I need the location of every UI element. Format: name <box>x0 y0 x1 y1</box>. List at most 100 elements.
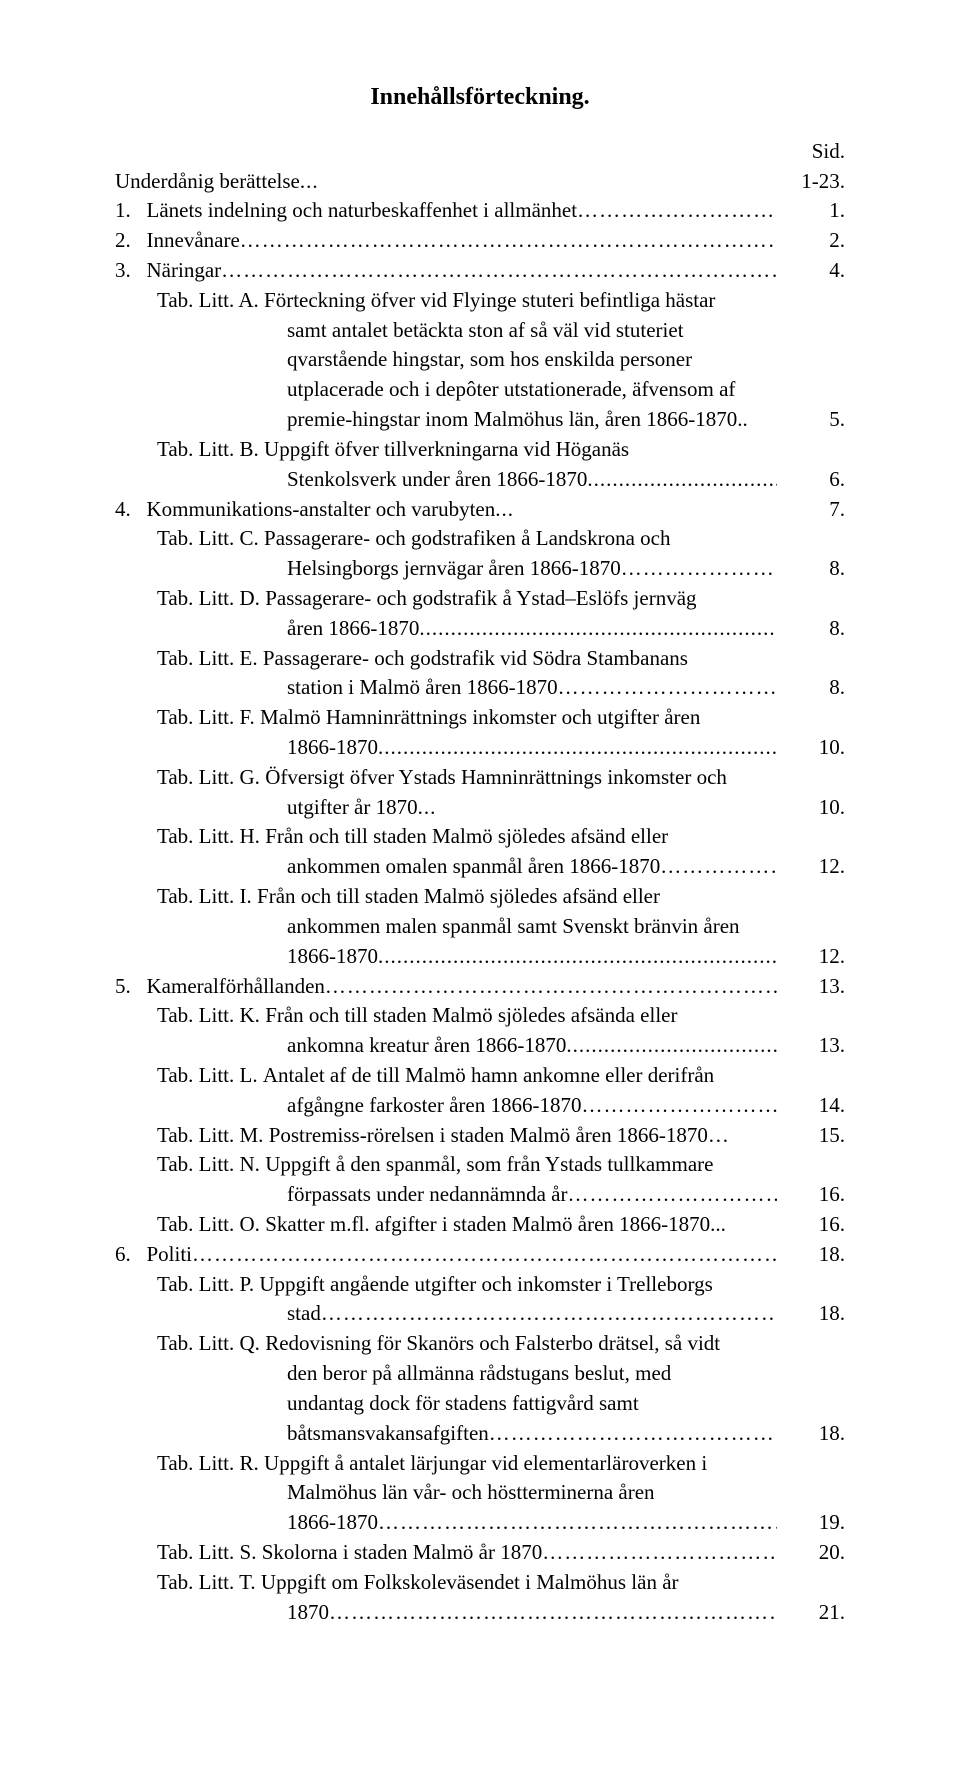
toc-text: Uppgift å den spanmål, som från Ystads t… <box>265 1150 713 1180</box>
toc-lead: Tab. Litt. G. <box>157 763 265 793</box>
toc-text: 1866-1870 <box>287 942 378 972</box>
toc-row: Tab. Litt. R. Uppgift å antalet lärjunga… <box>115 1449 845 1479</box>
toc-leader <box>577 196 777 226</box>
toc-page: 18. <box>777 1240 845 1270</box>
toc-row: Tab. Litt. C. Passagerare- och godstrafi… <box>115 524 845 554</box>
toc-lead: Tab. Litt. O. <box>157 1210 265 1240</box>
toc-leader <box>325 972 777 1002</box>
toc-lead-text: Underdånig berättelse <box>115 167 300 197</box>
toc-text: Redovisning för Skanörs och Falsterbo dr… <box>265 1329 720 1359</box>
toc-lead: 4. <box>115 495 147 525</box>
toc-leader <box>581 1091 777 1121</box>
toc-row: Tab. Litt. M. Postremiss-rörelsen i stad… <box>115 1121 845 1151</box>
toc-page: 20. <box>777 1538 845 1568</box>
toc-row: 2. Innevånare2. <box>115 226 845 256</box>
toc-leader <box>329 1598 777 1628</box>
toc-lead: 5. <box>115 972 147 1002</box>
toc-text: Malmö Hamninrättnings inkomster och utgi… <box>260 703 700 733</box>
toc-row: Tab. Litt. K. Från och till staden Malmö… <box>115 1001 845 1031</box>
toc-text: Från och till staden Malmö sjöledes afsä… <box>257 882 660 912</box>
toc-page: 14. <box>777 1091 845 1121</box>
toc-page: 18. <box>777 1299 845 1329</box>
toc-text: Från och till staden Malmö sjöledes afsä… <box>265 822 668 852</box>
toc-row: Tab. Litt. D. Passagerare- och godstrafi… <box>115 584 845 614</box>
toc-text: Antalet af de till Malmö hamn ankomne el… <box>263 1061 714 1091</box>
toc-row: undantag dock för stadens fattigvård sam… <box>115 1389 845 1419</box>
toc-page: 1. <box>777 196 845 226</box>
toc-leader <box>240 226 777 256</box>
toc-text: Skolorna i staden Malmö år 1870 <box>262 1538 543 1568</box>
toc-text: premie-hingstar inom Malmöhus län, åren … <box>287 405 748 435</box>
toc-row: Tab. Litt. G. Öfversigt öfver Ystads Ham… <box>115 763 845 793</box>
toc-row: förpassats under nedannämnda år16. <box>115 1180 845 1210</box>
toc-text: Malmöhus län vår- och höstterminerna åre… <box>287 1478 655 1508</box>
toc-text: Från och till staden Malmö sjöledes afsä… <box>265 1001 677 1031</box>
toc-lead: Tab. Litt. Q. <box>157 1329 265 1359</box>
toc-leader <box>300 167 777 197</box>
toc-page: 8. <box>777 614 845 644</box>
toc-leader <box>378 733 777 763</box>
toc-row: Stenkolsverk under åren 1866-18706. <box>115 465 845 495</box>
toc-row: åren 1866-18708. <box>115 614 845 644</box>
toc-page: 8. <box>777 554 845 584</box>
toc-lead: Tab. Litt. B. <box>157 435 264 465</box>
page-title: Innehållsförteckning. <box>115 80 845 115</box>
toc-leader <box>378 1508 777 1538</box>
toc-page: 8. <box>777 673 845 703</box>
toc-text: Helsingborgs jernvägar åren 1866-1870 <box>287 554 621 584</box>
toc-row: Tab. Litt. B. Uppgift öfver tillverkning… <box>115 435 845 465</box>
toc-text: Kommunikations-anstalter och varubyten <box>147 495 496 525</box>
toc-row: 187021. <box>115 1598 845 1628</box>
toc-text: ankommen omalen spanmål åren 1866-1870 <box>287 852 660 882</box>
toc-row: den beror på allmänna rådstugans beslut,… <box>115 1359 845 1389</box>
toc-lead: Tab. Litt. L. <box>157 1061 263 1091</box>
toc-row: 1. Länets indelning och naturbeskaffenhe… <box>115 196 845 226</box>
toc-leader <box>418 793 777 823</box>
toc-lead: Tab. Litt. H. <box>157 822 265 852</box>
toc-text: ankommen malen spanmål samt Svenskt brän… <box>287 912 740 942</box>
toc-row: 1866-187010. <box>115 733 845 763</box>
toc-row: ankomna kreatur åren 1866-187013. <box>115 1031 845 1061</box>
toc-leader <box>621 554 777 584</box>
toc-text: Uppgift om Folkskoleväsendet i Malmöhus … <box>261 1568 679 1598</box>
toc-text: samt antalet betäckta ston af så väl vid… <box>287 316 684 346</box>
toc-row: utplacerade och i depôter utstationerade… <box>115 375 845 405</box>
toc-lead: 3. <box>115 256 147 286</box>
toc-text: utgifter år 1870 <box>287 793 418 823</box>
toc-text: 1870 <box>287 1598 329 1628</box>
toc-leader <box>660 852 777 882</box>
toc-row: Tab. Litt. N. Uppgift å den spanmål, som… <box>115 1150 845 1180</box>
toc-row: station i Malmö åren 1866-1870 8. <box>115 673 845 703</box>
toc-page: 12. <box>777 942 845 972</box>
toc-lead: Tab. Litt. K. <box>157 1001 265 1031</box>
toc-text: station i Malmö åren 1866-1870 <box>287 673 558 703</box>
toc-page: 15. <box>777 1121 845 1151</box>
toc-text: 1866-1870 <box>287 733 378 763</box>
toc-lead: 1. <box>115 196 147 226</box>
toc-text: undantag dock för stadens fattigvård sam… <box>287 1389 639 1419</box>
toc-text: Kameralförhållanden <box>147 972 325 1002</box>
toc-leader <box>419 614 777 644</box>
toc-page: 6. <box>777 465 845 495</box>
toc-text: Uppgift å antalet lärjungar vid elementa… <box>264 1449 707 1479</box>
toc-lead: Tab. Litt. M. <box>157 1121 269 1151</box>
toc-row: Tab. Litt. F. Malmö Hamninrättnings inko… <box>115 703 845 733</box>
toc-lead: Tab. Litt. T. <box>157 1568 261 1598</box>
toc-leader <box>558 673 777 703</box>
toc-row: Tab. Litt. I. Från och till staden Malmö… <box>115 882 845 912</box>
toc-row: 4. Kommunikations-anstalter och varubyte… <box>115 495 845 525</box>
toc-row: Malmöhus län vår- och höstterminerna åre… <box>115 1478 845 1508</box>
toc-leader <box>567 1180 777 1210</box>
toc-page: 19. <box>777 1508 845 1538</box>
toc-page: 13. <box>777 972 845 1002</box>
toc-row: Tab. Litt. E. Passagerare- och godstrafi… <box>115 644 845 674</box>
toc-row: Tab. Litt. H. Från och till staden Malmö… <box>115 822 845 852</box>
toc-text: ankomna kreatur åren 1866-1870 <box>287 1031 566 1061</box>
toc-page: 10. <box>777 793 845 823</box>
sid-header: Sid. <box>777 137 845 167</box>
toc-row: premie-hingstar inom Malmöhus län, åren … <box>115 405 845 435</box>
toc-leader <box>221 256 777 286</box>
toc-row: 5. Kameralförhållanden 13. <box>115 972 845 1002</box>
toc-page: 16. <box>777 1210 845 1240</box>
toc-row: Underdånig berättelse1-23. <box>115 167 845 197</box>
